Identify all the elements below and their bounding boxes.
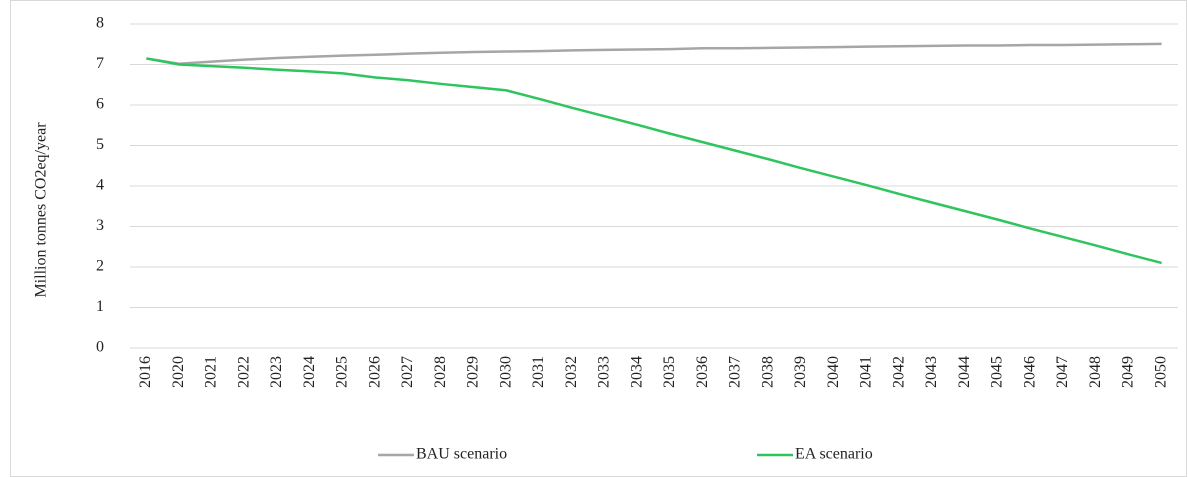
y-tick-label: 4 xyxy=(96,177,104,194)
x-tick-label: 2032 xyxy=(563,356,580,388)
x-tick-label: 2039 xyxy=(792,356,809,388)
x-tick-label: 2025 xyxy=(334,356,351,388)
y-tick-label: 2 xyxy=(96,258,104,275)
y-tick-label: 6 xyxy=(96,96,104,113)
x-tick-label: 2048 xyxy=(1087,356,1104,388)
x-tick-label: 2028 xyxy=(432,356,449,388)
x-tick-label: 2030 xyxy=(497,356,514,388)
x-tick-label: 2022 xyxy=(235,356,252,388)
x-tick-label: 2044 xyxy=(956,356,973,388)
x-tick-label: 2038 xyxy=(759,356,776,388)
x-tick-label: 2043 xyxy=(923,356,940,388)
x-tick-label: 2036 xyxy=(694,356,711,388)
x-tick-label: 2021 xyxy=(203,356,220,388)
x-tick-label: 2047 xyxy=(1054,356,1071,388)
x-tick-label: 2033 xyxy=(596,356,613,388)
x-tick-label: 2020 xyxy=(170,356,187,388)
chart-frame xyxy=(10,0,1187,477)
x-tick-label: 2031 xyxy=(530,356,547,388)
y-tick-label: 7 xyxy=(96,55,104,72)
x-tick-label: 2023 xyxy=(268,356,285,388)
x-tick-label: 2040 xyxy=(825,356,842,388)
series-line xyxy=(146,42,1162,65)
y-tick-label: 1 xyxy=(96,298,104,315)
x-tick-label: 2016 xyxy=(137,356,154,388)
legend-label: BAU scenario xyxy=(416,446,507,463)
x-tick-label: 2024 xyxy=(301,356,318,388)
series-line xyxy=(146,57,1162,265)
legend-label: EA scenario xyxy=(795,446,873,463)
y-axis-title: Million tonnes CO2eq/year xyxy=(33,122,50,298)
x-tick-label: 2045 xyxy=(989,356,1006,388)
y-tick-label: 8 xyxy=(96,15,104,32)
x-tick-label: 2034 xyxy=(628,356,645,388)
x-tick-label: 2029 xyxy=(465,356,482,388)
x-tick-label: 2050 xyxy=(1152,356,1169,388)
y-tick-label: 3 xyxy=(96,217,104,234)
x-tick-label: 2042 xyxy=(890,356,907,388)
x-tick-label: 2027 xyxy=(399,356,416,388)
y-tick-label: 5 xyxy=(96,136,104,153)
x-tick-label: 2026 xyxy=(366,356,383,388)
x-tick-label: 2049 xyxy=(1120,356,1137,388)
x-tick-label: 2046 xyxy=(1021,356,1038,388)
x-tick-label: 2037 xyxy=(727,356,744,388)
x-tick-label: 2041 xyxy=(858,356,875,388)
y-tick-label: 0 xyxy=(96,339,104,356)
x-tick-label: 2035 xyxy=(661,356,678,388)
